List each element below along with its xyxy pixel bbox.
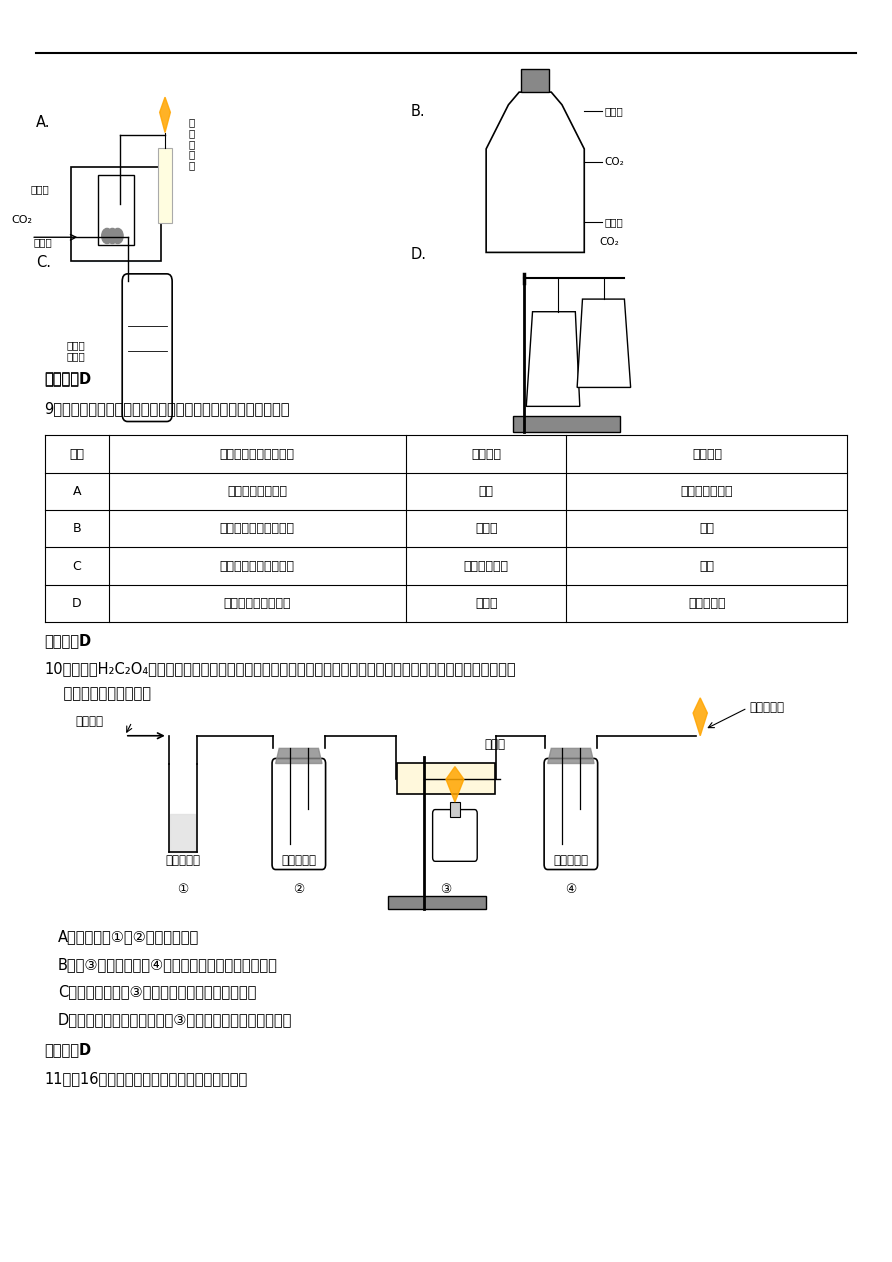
Text: 【答案】D: 【答案】D (45, 634, 92, 649)
Bar (158, 148, 172, 223)
Polygon shape (486, 92, 584, 252)
Text: CO₂: CO₂ (12, 215, 33, 225)
Text: 澄清石灰水: 澄清石灰水 (553, 854, 589, 867)
Text: B．若③中停止加热，④中液体会倒吸入硬质玻璃管中: B．若③中停止加热，④中液体会倒吸入硬质玻璃管中 (58, 957, 277, 972)
FancyBboxPatch shape (433, 810, 477, 861)
Text: 物质（括号内为杂质）: 物质（括号内为杂质） (219, 448, 295, 461)
Text: 铜粉（氧化铜粉末）: 铜粉（氧化铜粉末） (224, 597, 291, 610)
Text: B.: B. (410, 103, 425, 119)
Text: B: B (72, 522, 81, 535)
Text: 澄清石灰水: 澄清石灰水 (281, 854, 317, 867)
Text: 氢氧化钠溶液: 氢氧化钠溶液 (464, 559, 508, 573)
Text: D: D (72, 597, 81, 610)
Circle shape (102, 228, 112, 244)
Text: ④: ④ (566, 883, 576, 896)
Text: 10．草酸（H₂C₂O₄）受热分解生成二氧化碳、一氧化碳和水。为验证草酸分解产物，将产物持续通入下列装置。对: 10．草酸（H₂C₂O₄）受热分解生成二氧化碳、一氧化碳和水。为验证草酸分解产物… (45, 661, 516, 676)
Text: 氧化铜: 氧化铜 (484, 738, 506, 751)
Text: 通过灼热的木炭: 通过灼热的木炭 (681, 485, 733, 498)
Bar (388, 896, 486, 909)
Polygon shape (693, 698, 707, 736)
Text: 11．（16分）根据下列装置图，回答有关问题：: 11．（16分）根据下列装置图，回答有关问题： (45, 1071, 248, 1087)
Text: 洗气: 洗气 (699, 559, 714, 573)
Polygon shape (446, 766, 464, 803)
Text: 无水硫酸铜: 无水硫酸铜 (165, 854, 201, 867)
Text: ①: ① (178, 883, 188, 896)
Text: A．该实验中①、②装置可以互换: A．该实验中①、②装置可以互换 (58, 929, 199, 944)
Circle shape (112, 228, 123, 244)
Text: 操作方法: 操作方法 (692, 448, 722, 461)
Text: 过滤: 过滤 (699, 522, 714, 535)
Text: A.: A. (36, 115, 50, 130)
Text: 【答案】: 【答案】 (45, 371, 79, 386)
Bar (397, 762, 495, 795)
Text: 【答案】D: 【答案】D (45, 371, 92, 386)
Text: C．反应结束后，③中的固体物质一定属于混合物: C．反应结束后，③中的固体物质一定属于混合物 (58, 984, 256, 1000)
Text: 塑料瓶: 塑料瓶 (605, 106, 624, 116)
Bar (450, 803, 460, 818)
FancyBboxPatch shape (122, 274, 172, 422)
Text: 木炭: 木炭 (479, 485, 493, 498)
Text: 点燃的尾气: 点燃的尾气 (749, 702, 784, 714)
Text: CO₂: CO₂ (599, 237, 619, 247)
Text: A: A (72, 485, 81, 498)
Bar (513, 416, 620, 432)
Polygon shape (276, 748, 322, 764)
Text: 序号: 序号 (70, 448, 84, 461)
Text: 【答案】D: 【答案】D (45, 1042, 92, 1058)
Text: D.: D. (410, 247, 426, 262)
Polygon shape (160, 97, 170, 133)
Text: 石灰水: 石灰水 (605, 217, 624, 227)
Bar (98, 175, 134, 245)
Text: 二氧化碳（一氧化碳）: 二氧化碳（一氧化碳） (219, 559, 295, 573)
Circle shape (107, 228, 118, 244)
Text: 石灰石: 石灰石 (33, 237, 53, 247)
Text: ③: ③ (441, 883, 451, 896)
Text: 氯化铜溶液（氯化锌）: 氯化铜溶液（氯化锌） (219, 522, 295, 535)
Polygon shape (577, 299, 631, 387)
Text: 紫色石
蕊试液: 紫色石 蕊试液 (66, 341, 86, 361)
Text: 过滤、干燥: 过滤、干燥 (688, 597, 726, 610)
Text: 金属铜: 金属铜 (475, 522, 498, 535)
FancyBboxPatch shape (544, 758, 598, 870)
Text: 该实验的分析正确的是: 该实验的分析正确的是 (45, 687, 151, 702)
Text: 氧气（二氧化碳）: 氧气（二氧化碳） (227, 485, 287, 498)
Text: 稀盐酸: 稀盐酸 (475, 597, 498, 610)
Text: 除杂试剂: 除杂试剂 (471, 448, 501, 461)
Text: D．若分解产物停止通入时，③中生成的铜不会变成氧化铜: D．若分解产物停止通入时，③中生成的铜不会变成氧化铜 (58, 1012, 293, 1027)
Text: 分解产物: 分解产物 (75, 716, 103, 728)
Text: ②: ② (293, 883, 304, 896)
Text: CO₂: CO₂ (605, 156, 624, 167)
Text: C.: C. (36, 255, 51, 270)
Text: C: C (72, 559, 81, 573)
Text: 9．为提纯下列物质，所选用的除杂试剂和操作方法都正确的是: 9．为提纯下列物质，所选用的除杂试剂和操作方法都正确的是 (45, 401, 290, 416)
Text: 燃
着
的
蜡
烛: 燃 着 的 蜡 烛 (188, 117, 195, 170)
Polygon shape (526, 312, 580, 406)
Polygon shape (548, 748, 594, 764)
FancyBboxPatch shape (272, 758, 326, 870)
Bar (521, 69, 549, 92)
Bar (71, 167, 161, 261)
Text: 稀盐酸: 稀盐酸 (30, 184, 50, 194)
